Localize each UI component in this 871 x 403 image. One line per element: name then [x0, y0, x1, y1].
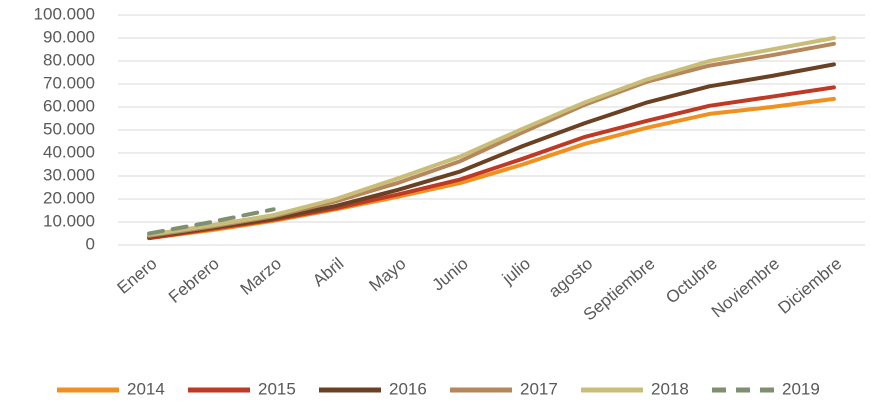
y-tick-label: 80.000 [43, 50, 95, 69]
x-tick-label: Enero [114, 254, 161, 298]
y-tick-label: 20.000 [43, 188, 95, 207]
x-tick-label: Junio [428, 254, 471, 295]
y-tick-label: 60.000 [43, 96, 95, 115]
x-tick-label: Mayo [366, 254, 410, 295]
legend-label: 2016 [389, 379, 427, 398]
series-line [147, 41, 836, 238]
series-line [147, 36, 836, 237]
y-tick-label: 90.000 [43, 27, 95, 46]
y-tick-label: 30.000 [43, 165, 95, 184]
legend-label: 2017 [520, 379, 558, 398]
legend-label: 2014 [127, 379, 165, 398]
x-tick-label: Marzo [237, 254, 285, 299]
series-line [147, 62, 836, 239]
y-tick-label: 10.000 [43, 211, 95, 230]
y-tick-label: 70.000 [43, 73, 95, 92]
x-tick-label: Abril [309, 254, 347, 290]
legend-label: 2015 [258, 379, 296, 398]
y-tick-label: 40.000 [43, 142, 95, 161]
x-tick-label: Febrero [165, 254, 223, 307]
y-tick-label: 0 [86, 234, 95, 253]
x-tick-label: Diciembre [774, 254, 845, 318]
x-tick-label: julio [498, 254, 534, 289]
y-tick-label: 100.000 [34, 4, 95, 23]
x-tick-label: agosto [545, 254, 596, 301]
x-tick-label: Octubre [662, 254, 721, 307]
legend-label: 2018 [651, 379, 689, 398]
legend-label: 2019 [782, 379, 820, 398]
y-tick-label: 50.000 [43, 119, 95, 138]
x-tick-label: Noviembre [708, 254, 783, 321]
series-line [147, 207, 276, 236]
